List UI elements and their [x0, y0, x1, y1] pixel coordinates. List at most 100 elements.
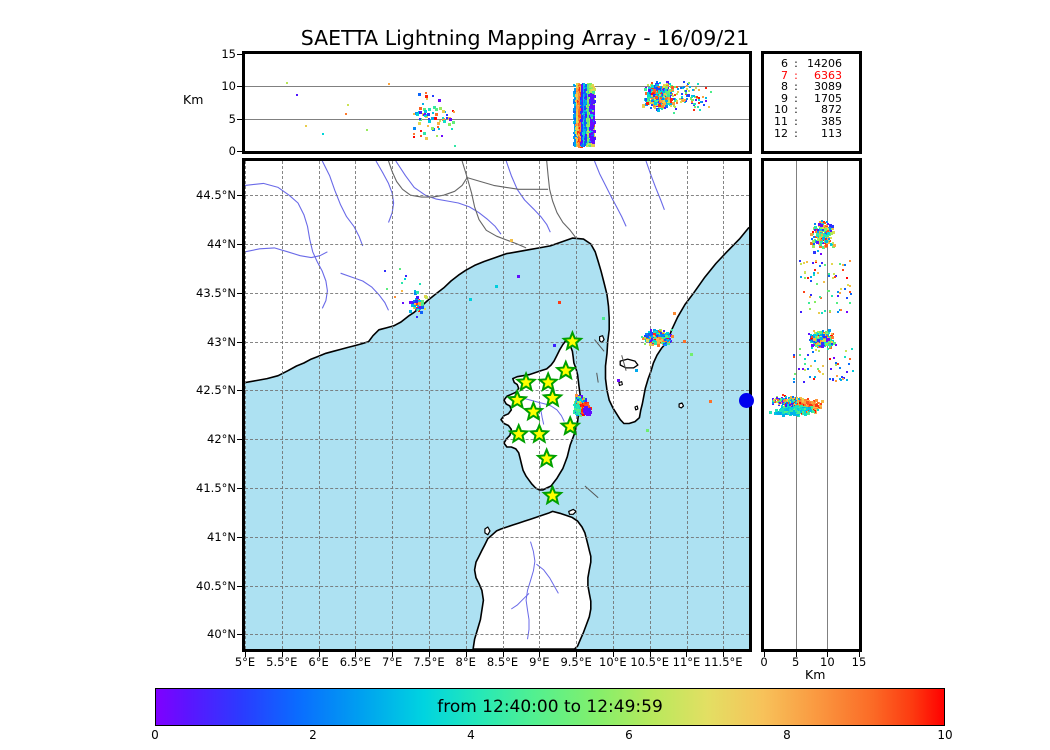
lightning-source-point	[590, 116, 593, 119]
lma-station-star-icon	[514, 370, 538, 392]
lightning-source-point	[803, 271, 806, 274]
lightning-source-point	[694, 87, 697, 90]
lightning-source-point	[573, 102, 577, 106]
lma-station-star-icon	[528, 422, 551, 444]
lightning-source-point	[425, 91, 428, 94]
lightning-source-point	[659, 94, 662, 97]
lightning-source-point	[576, 126, 580, 130]
lightning-source-point	[816, 234, 818, 237]
lightning-source-point	[577, 92, 581, 96]
lightning-source-point	[576, 83, 579, 87]
lightning-source-point	[646, 96, 650, 100]
lightning-source-point	[591, 104, 594, 107]
lightning-source-point	[835, 274, 838, 277]
lightning-source-point	[658, 103, 662, 107]
lightning-source-point	[813, 222, 816, 225]
lightning-source-point	[676, 86, 678, 89]
lightning-source-point	[643, 88, 647, 92]
lightning-source-point	[575, 123, 578, 126]
top-panel-tick-label: 10	[221, 79, 236, 94]
lightning-source-point	[832, 243, 836, 247]
lightning-source-point	[830, 229, 833, 232]
legend-row: 11:385	[770, 116, 844, 128]
lightning-source-point	[573, 140, 576, 143]
lightning-source-point	[441, 110, 445, 114]
lightning-source-point	[671, 89, 674, 92]
lightning-source-point	[575, 136, 578, 139]
lightning-source-point	[446, 113, 449, 116]
top-panel-gridline	[245, 86, 749, 88]
lma-station-star-icon	[541, 386, 564, 408]
lightning-source-point	[657, 91, 660, 94]
lightning-source-point	[576, 141, 579, 144]
lightning-source-point	[641, 104, 645, 107]
lightning-source-point	[848, 285, 851, 288]
top-panel-tick-label: 0	[228, 144, 236, 158]
station-count-legend: 6:14206 7:6363 8:3089 9:1705 10:872 11:385 12:…	[761, 51, 862, 154]
lightning-source-point	[832, 272, 835, 275]
lightning-source-point	[591, 141, 595, 145]
lightning-source-point	[438, 127, 441, 130]
lightning-source-point	[577, 99, 581, 103]
legend-station-number: 12	[774, 126, 788, 140]
lightning-source-point	[572, 108, 576, 111]
lightning-source-point	[305, 125, 308, 127]
lightning-source-point	[445, 116, 448, 119]
lightning-source-point	[826, 232, 830, 236]
lightning-source-point	[812, 251, 816, 255]
lightning-source-point	[659, 96, 662, 99]
lightning-source-point	[578, 83, 580, 86]
lightning-source-point	[575, 89, 579, 93]
top-panel-tick-label: 15	[221, 47, 236, 61]
lightning-source-point	[816, 250, 819, 253]
lightning-source-point	[831, 224, 835, 228]
lightning-source-point	[826, 222, 829, 225]
lightning-source-point	[686, 93, 689, 96]
lightning-source-point	[683, 85, 685, 88]
lightning-source-point	[423, 114, 425, 116]
lightning-source-point	[573, 120, 577, 124]
lightning-source-point	[448, 122, 451, 126]
lightning-source-point	[573, 123, 576, 126]
lma-station-star-icon	[559, 414, 582, 436]
lightning-source-point	[418, 92, 422, 96]
lightning-source-point	[573, 100, 576, 103]
lightning-source-point	[707, 106, 710, 109]
lightning-source-point	[810, 238, 813, 241]
lightning-source-point	[451, 109, 454, 112]
lightning-source-point	[435, 108, 439, 112]
lightning-source-point	[849, 301, 852, 304]
lightning-source-point	[661, 105, 664, 109]
lightning-source-point	[419, 118, 422, 121]
lightning-source-point	[441, 116, 444, 119]
lightning-source-point	[698, 108, 701, 111]
lightning-source-point	[660, 90, 663, 93]
lightning-source-point	[827, 237, 830, 240]
lightning-source-point	[413, 132, 415, 135]
lightning-source-point	[453, 111, 456, 113]
lightning-source-point	[692, 109, 695, 112]
lightning-source-point	[709, 90, 712, 93]
lightning-source-point	[436, 135, 438, 138]
lightning-source-point	[816, 271, 819, 274]
lightning-source-point	[692, 95, 695, 97]
altitude-latitude-panel	[761, 158, 862, 652]
lightning-source-point	[576, 128, 579, 131]
lightning-source-point	[427, 125, 429, 127]
lightning-source-point	[432, 105, 436, 109]
lightning-source-point	[575, 116, 578, 119]
latitude-tick-label: 40.5°N	[196, 578, 236, 593]
lightning-source-point	[691, 89, 694, 91]
lightning-source-point	[664, 107, 667, 109]
lightning-source-point	[591, 121, 595, 125]
lightning-source-point	[704, 97, 707, 100]
lightning-source-point	[427, 118, 430, 121]
lightning-source-point	[823, 225, 826, 228]
legend-row: 6:14206	[770, 58, 844, 70]
lightning-source-point	[591, 132, 594, 135]
lightning-source-point	[821, 311, 824, 314]
lightning-source-point	[676, 93, 679, 95]
lightning-source-point	[414, 112, 418, 116]
lightning-source-point	[674, 106, 677, 109]
lightning-source-point	[704, 86, 707, 89]
